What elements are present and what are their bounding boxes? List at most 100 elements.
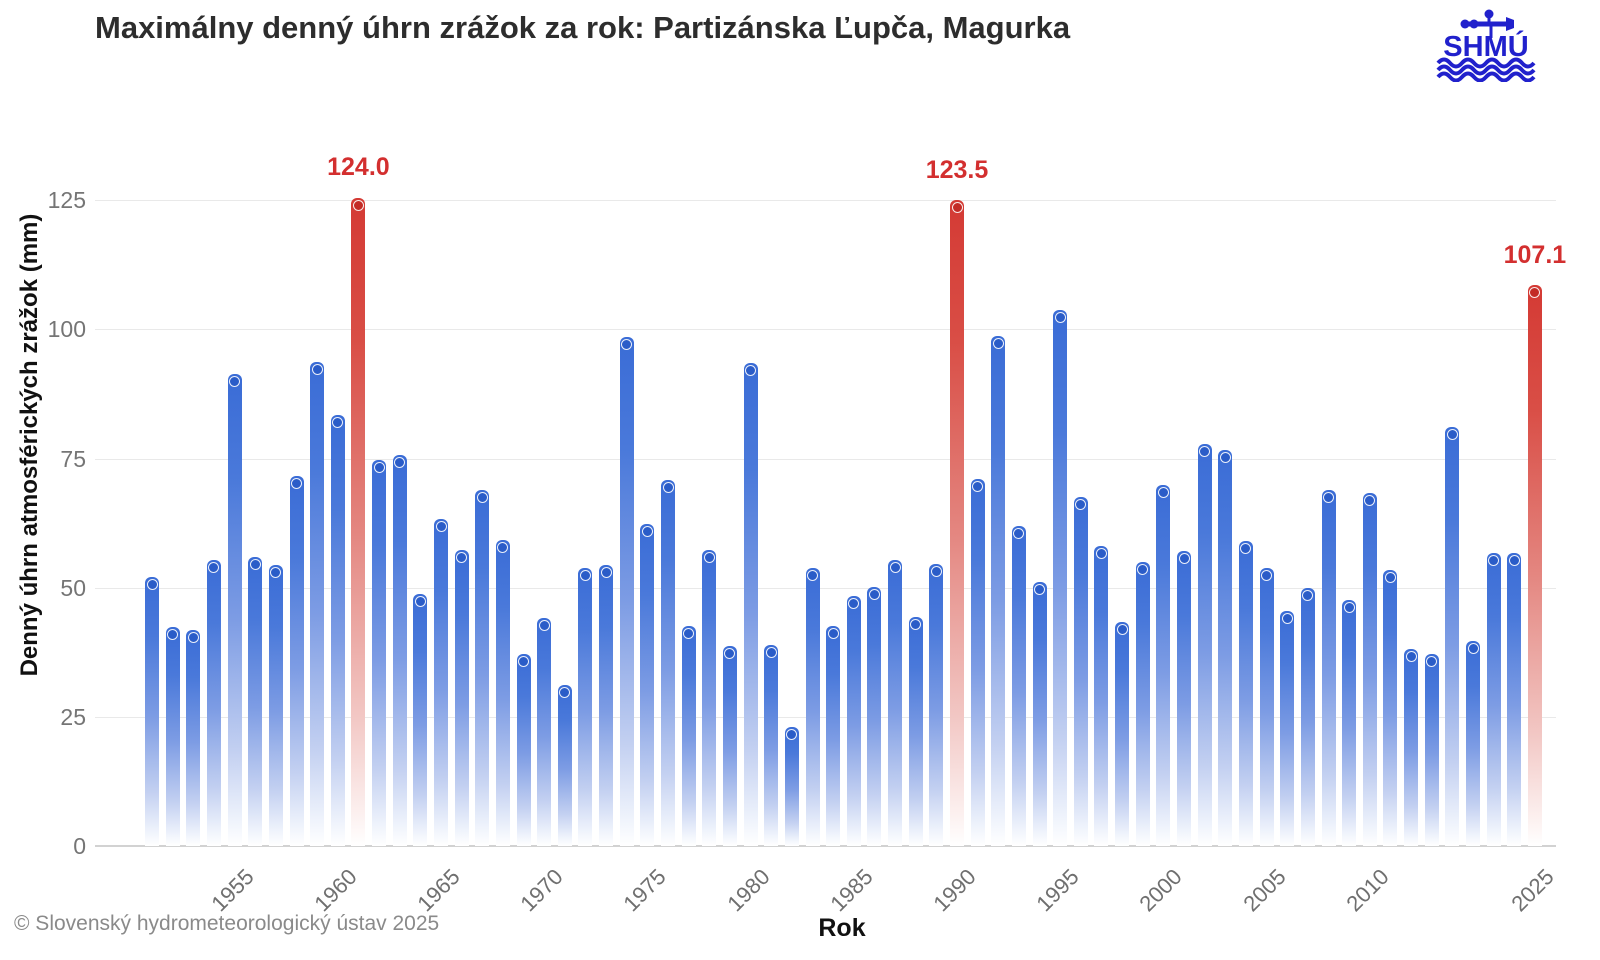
bar-2003[interactable]: [1218, 450, 1233, 846]
bar-dot-1995: [1054, 312, 1066, 323]
bar-2007[interactable]: [1300, 588, 1315, 846]
bar-1992[interactable]: [991, 336, 1006, 846]
bar-1952[interactable]: [165, 627, 180, 846]
bar-1982[interactable]: [784, 727, 799, 846]
bar-1956[interactable]: [248, 557, 263, 846]
bar-dot-1955: [229, 375, 241, 387]
bar-1951[interactable]: [145, 577, 159, 846]
bar-dot-2012: [1405, 650, 1417, 662]
bar-1965[interactable]: [434, 518, 448, 846]
bar-2006[interactable]: [1280, 611, 1295, 846]
bar-1955[interactable]: [227, 373, 242, 846]
bar-1980[interactable]: [743, 363, 758, 846]
bar-dot-1988: [910, 619, 922, 631]
bar-dot-1979: [724, 648, 736, 660]
bar-1984[interactable]: [826, 626, 841, 846]
y-tick-label: 50: [60, 574, 86, 601]
bar-2022[interactable]: [1466, 640, 1480, 846]
bar-dot-1997: [1095, 548, 1107, 560]
bar-1998[interactable]: [1115, 621, 1130, 846]
bar-1986[interactable]: [867, 587, 882, 846]
bar-1961[interactable]: [351, 197, 366, 846]
bar-2013[interactable]: [1424, 654, 1439, 846]
bar-2010[interactable]: [1362, 493, 1377, 846]
x-axis-title: Rok: [818, 914, 866, 942]
bar-dot-2006: [1281, 613, 1293, 625]
bar-2000[interactable]: [1156, 484, 1171, 846]
bar-1953[interactable]: [186, 629, 201, 846]
bar-2005[interactable]: [1259, 568, 1274, 846]
bar-1987[interactable]: [888, 559, 902, 846]
peak-value-label: 123.5: [925, 155, 989, 184]
bar-1991[interactable]: [970, 479, 985, 846]
bar-1985[interactable]: [846, 596, 861, 846]
bar-1979[interactable]: [722, 646, 737, 846]
bar-2024[interactable]: [1507, 553, 1522, 846]
bar-2004[interactable]: [1238, 541, 1253, 846]
bar-1963[interactable]: [392, 454, 407, 846]
bar-1964[interactable]: [413, 594, 428, 846]
bar-1977[interactable]: [681, 625, 696, 846]
bar-1975[interactable]: [640, 524, 655, 846]
bar-dot-1963: [394, 456, 406, 468]
bar-1969[interactable]: [516, 653, 531, 846]
bar-1958[interactable]: [289, 475, 304, 846]
peak-value-label: 124.0: [327, 153, 390, 182]
bar-1989[interactable]: [929, 564, 944, 846]
gridline: [95, 587, 1556, 589]
bar-2008[interactable]: [1321, 489, 1336, 846]
bar-1978[interactable]: [702, 549, 717, 846]
x-tick-label: 1970: [515, 864, 568, 917]
bar-1974[interactable]: [619, 337, 634, 846]
bar-dot-1964: [414, 596, 426, 608]
bar-2002[interactable]: [1197, 444, 1212, 846]
bar-dot-1992: [992, 338, 1004, 350]
bar-1962[interactable]: [372, 459, 386, 846]
bar-dot-2011: [1384, 572, 1396, 584]
bar-1993[interactable]: [1011, 526, 1026, 846]
bar-1973[interactable]: [599, 564, 614, 846]
bar-1997[interactable]: [1094, 546, 1109, 846]
bar-dot-1984: [827, 628, 839, 640]
bar-1972[interactable]: [578, 567, 593, 846]
bar-dot-1994: [1034, 583, 1045, 595]
shmu-logo: SHMÚ: [1436, 9, 1536, 82]
bar-2025[interactable]: [1527, 285, 1542, 846]
x-tick-label: 1975: [618, 864, 672, 917]
bar-1960[interactable]: [330, 414, 345, 846]
y-tick-label: 25: [60, 703, 86, 730]
bar-1999[interactable]: [1135, 561, 1150, 846]
bar-2011[interactable]: [1383, 570, 1398, 846]
bar-1959[interactable]: [310, 361, 325, 846]
bar-1968[interactable]: [495, 539, 510, 846]
bar-dot-1960: [332, 416, 344, 428]
bar-2014[interactable]: [1445, 426, 1460, 846]
bar-dot-2022: [1467, 642, 1479, 654]
bar-2009[interactable]: [1342, 599, 1357, 846]
bar-1954[interactable]: [206, 559, 221, 846]
bar-1994[interactable]: [1032, 581, 1047, 846]
bar-1995[interactable]: [1053, 310, 1068, 846]
bar-dot-1987: [889, 561, 901, 573]
bar-1990[interactable]: [950, 200, 964, 846]
bar-dot-1972: [579, 569, 591, 581]
x-tick-label: 1995: [1031, 864, 1084, 917]
peak-value-label: 107.1: [1503, 240, 1567, 269]
bar-1970[interactable]: [537, 618, 552, 846]
bar-2001[interactable]: [1177, 550, 1191, 846]
bar-1976[interactable]: [661, 479, 675, 846]
bar-1988[interactable]: [908, 617, 923, 846]
bar-2012[interactable]: [1404, 648, 1418, 846]
bar-1996[interactable]: [1073, 497, 1088, 846]
bar-1957[interactable]: [268, 565, 283, 846]
bar-1981[interactable]: [764, 645, 779, 846]
bar-1966[interactable]: [454, 549, 469, 846]
bar-2023[interactable]: [1486, 553, 1501, 846]
bar-dot-1971: [559, 687, 571, 699]
bar-dot-2013: [1426, 656, 1438, 668]
bar-1971[interactable]: [557, 685, 572, 846]
bar-1983[interactable]: [805, 568, 820, 846]
x-tick-label: 2000: [1134, 864, 1188, 917]
bar-dot-2001: [1178, 552, 1190, 564]
bar-1967[interactable]: [475, 489, 490, 846]
